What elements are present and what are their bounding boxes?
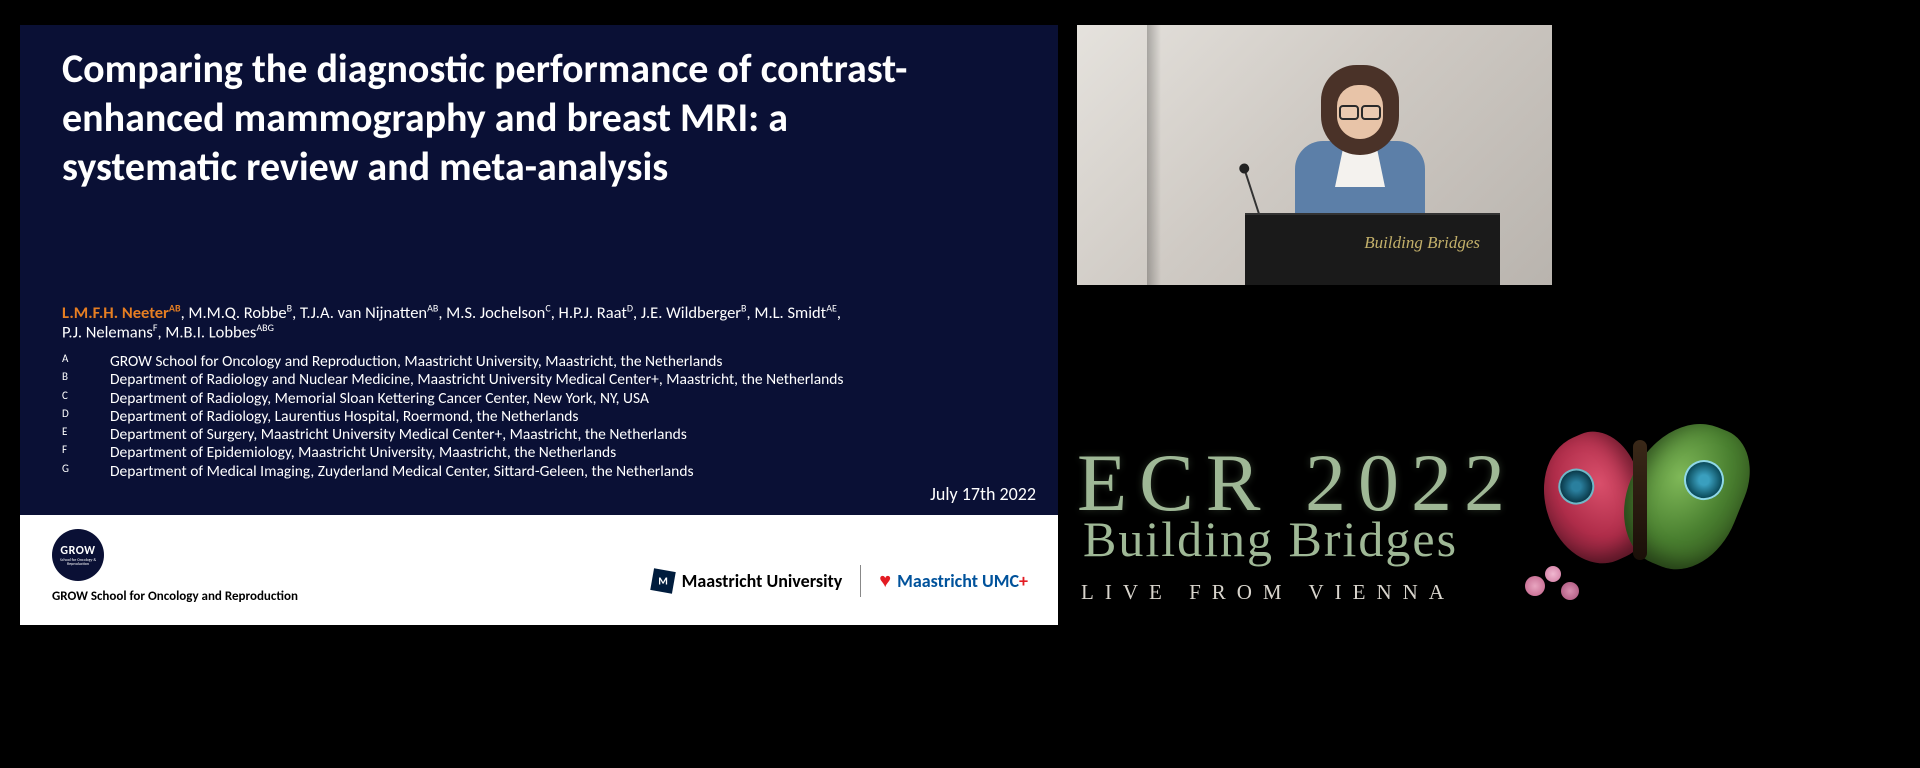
affiliation-text: Department of Radiology and Nuclear Medi…	[110, 371, 1032, 389]
affiliation-key: C	[62, 390, 110, 408]
grow-badge-icon: GROW School for Oncology & Reproduction	[52, 529, 104, 581]
umc-heart-icon: ♥	[879, 571, 891, 591]
affiliation-row: EDepartment of Surgery, Maastricht Unive…	[62, 426, 1032, 444]
affiliation-row: CDepartment of Radiology, Memorial Sloan…	[62, 390, 1032, 408]
affiliations-list: AGROW School for Oncology and Reproducti…	[62, 353, 1032, 481]
affiliation-key: A	[62, 353, 110, 371]
slide-title: Comparing the diagnostic performance of …	[62, 45, 962, 191]
lead-author: L.M.F.H. NeeterAB	[62, 303, 181, 323]
mu-icon	[650, 568, 675, 593]
podium-label: Building Bridges	[1364, 233, 1480, 253]
umc-text: Maastricht UMC+	[897, 570, 1028, 592]
butterfly-icon	[1537, 412, 1747, 602]
affiliation-key: B	[62, 371, 110, 389]
affiliation-text: Department of Radiology, Laurentius Hosp…	[110, 408, 1032, 426]
speaker-video: Building Bridges	[1077, 25, 1552, 285]
conference-branding: ECR 2022 Building Bridges LIVE FROM VIEN…	[1077, 442, 1837, 642]
podium: Building Bridges	[1245, 213, 1500, 285]
affiliation-key: D	[62, 408, 110, 426]
affiliation-text: Department of Surgery, Maastricht Univer…	[110, 426, 1032, 444]
slide-footer: GROW School for Oncology & Reproduction …	[20, 515, 1058, 625]
affiliation-text: Department of Medical Imaging, Zuyderlan…	[110, 463, 1032, 481]
co-authors-line2: P.J. NelemansF, M.B.I. LobbesABG	[62, 322, 1022, 342]
affiliation-row: AGROW School for Oncology and Reproducti…	[62, 353, 1032, 371]
authors-block: L.M.F.H. NeeterAB, M.M.Q. RobbeB, T.J.A.…	[62, 302, 1022, 343]
logo-divider	[860, 565, 861, 597]
maastricht-university-logo: Maastricht University	[652, 570, 843, 592]
maastricht-umc-logo: ♥ Maastricht UMC+	[879, 570, 1028, 592]
slide-date: July 17th 2022	[930, 483, 1036, 505]
co-authors-line1: , M.M.Q. RobbeB, T.J.A. van NijnattenAB,…	[181, 303, 841, 323]
affiliation-row: DDepartment of Radiology, Laurentius Hos…	[62, 408, 1032, 426]
affiliation-key: F	[62, 444, 110, 462]
footer-logos: Maastricht University ♥ Maastricht UMC+	[652, 565, 1028, 597]
affiliation-row: FDepartment of Epidemiology, Maastricht …	[62, 444, 1032, 462]
presentation-slide: Comparing the diagnostic performance of …	[20, 25, 1058, 625]
mu-text: Maastricht University	[682, 570, 843, 592]
affiliation-row: GDepartment of Medical Imaging, Zuyderla…	[62, 463, 1032, 481]
affiliation-key: G	[62, 463, 110, 481]
affiliation-text: Department of Radiology, Memorial Sloan …	[110, 390, 1032, 408]
affiliation-text: Department of Epidemiology, Maastricht U…	[110, 444, 1032, 462]
affiliation-text: GROW School for Oncology and Reproductio…	[110, 353, 1032, 371]
affiliation-row: BDepartment of Radiology and Nuclear Med…	[62, 371, 1032, 389]
grow-school-label: GROW School for Oncology and Reproductio…	[52, 589, 298, 604]
affiliation-key: E	[62, 426, 110, 444]
